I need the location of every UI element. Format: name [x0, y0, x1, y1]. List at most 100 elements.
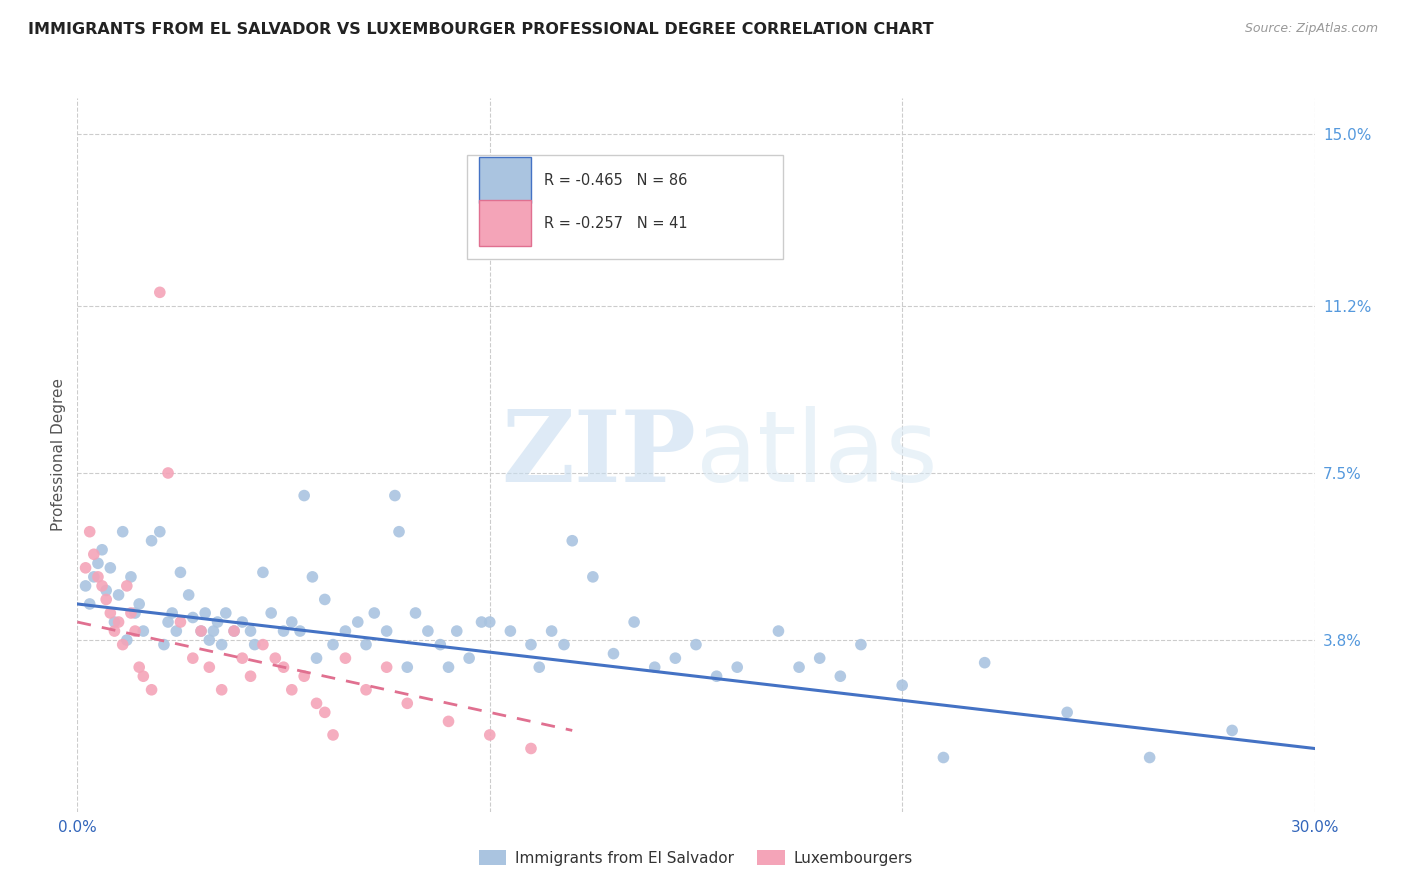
Point — [91, 579, 114, 593]
Point — [91, 542, 114, 557]
Point — [252, 566, 274, 580]
Point — [1139, 750, 1161, 764]
Point — [239, 669, 262, 683]
Point — [405, 606, 427, 620]
Point — [243, 638, 266, 652]
Point — [973, 656, 995, 670]
Point — [252, 638, 274, 652]
Point — [830, 669, 852, 683]
Point — [478, 728, 501, 742]
Point — [83, 570, 105, 584]
Point — [198, 633, 221, 648]
Point — [553, 638, 575, 652]
Point — [181, 651, 204, 665]
Point — [388, 524, 411, 539]
Point — [96, 583, 118, 598]
Point — [111, 524, 134, 539]
Point — [231, 615, 253, 629]
Point — [644, 660, 666, 674]
Point — [429, 638, 451, 652]
Point — [623, 615, 645, 629]
Point — [322, 638, 344, 652]
Point — [416, 624, 439, 638]
Point — [107, 588, 129, 602]
Point — [157, 466, 180, 480]
Point — [561, 533, 583, 548]
Point — [211, 638, 233, 652]
Point — [363, 606, 385, 620]
Point — [128, 597, 150, 611]
Point — [1220, 723, 1243, 738]
Point — [520, 741, 543, 756]
Point — [322, 728, 344, 742]
Point — [141, 682, 163, 697]
Point — [685, 638, 707, 652]
Point — [98, 561, 121, 575]
Point — [1056, 706, 1078, 720]
Point — [231, 651, 253, 665]
Point — [664, 651, 686, 665]
Point — [87, 570, 110, 584]
Point — [354, 682, 377, 697]
Point — [301, 570, 323, 584]
Point — [499, 624, 522, 638]
Point — [120, 606, 142, 620]
Point — [149, 285, 172, 300]
Point — [198, 660, 221, 674]
Point — [292, 489, 315, 503]
Y-axis label: Professional Degree: Professional Degree — [51, 378, 66, 532]
Point — [79, 524, 101, 539]
Point — [849, 638, 872, 652]
Point — [128, 660, 150, 674]
Point — [222, 624, 245, 638]
Point — [292, 669, 315, 683]
Point — [768, 624, 790, 638]
Point — [202, 624, 225, 638]
Point — [582, 570, 605, 584]
Point — [478, 615, 501, 629]
Point — [120, 570, 142, 584]
Point — [103, 615, 125, 629]
Point — [124, 624, 146, 638]
Text: R = -0.257   N = 41: R = -0.257 N = 41 — [544, 216, 688, 230]
Point — [375, 624, 398, 638]
Text: Source: ZipAtlas.com: Source: ZipAtlas.com — [1244, 22, 1378, 36]
Point — [79, 597, 101, 611]
Point — [190, 624, 212, 638]
Point — [177, 588, 200, 602]
Point — [520, 638, 543, 652]
Point — [107, 615, 129, 629]
Text: IMMIGRANTS FROM EL SALVADOR VS LUXEMBOURGER PROFESSIONAL DEGREE CORRELATION CHAR: IMMIGRANTS FROM EL SALVADOR VS LUXEMBOUR… — [28, 22, 934, 37]
FancyBboxPatch shape — [467, 155, 783, 259]
Point — [446, 624, 468, 638]
Point — [305, 651, 328, 665]
Point — [75, 579, 97, 593]
FancyBboxPatch shape — [479, 157, 531, 203]
Point — [706, 669, 728, 683]
Point — [260, 606, 283, 620]
Point — [169, 615, 191, 629]
Point — [437, 714, 460, 729]
Point — [808, 651, 831, 665]
Point — [396, 696, 419, 710]
Point — [273, 660, 295, 674]
Point — [932, 750, 955, 764]
Text: atlas: atlas — [696, 407, 938, 503]
Point — [602, 647, 624, 661]
Point — [264, 651, 287, 665]
Point — [194, 606, 217, 620]
Point — [87, 557, 110, 571]
Point — [384, 489, 406, 503]
Point — [346, 615, 368, 629]
FancyBboxPatch shape — [479, 200, 531, 246]
Point — [160, 606, 183, 620]
Point — [396, 660, 419, 674]
Point — [281, 615, 304, 629]
Point — [273, 624, 295, 638]
Point — [111, 638, 134, 652]
Point — [75, 561, 97, 575]
Point — [103, 624, 125, 638]
Point — [375, 660, 398, 674]
Point — [305, 696, 328, 710]
Point — [314, 592, 336, 607]
